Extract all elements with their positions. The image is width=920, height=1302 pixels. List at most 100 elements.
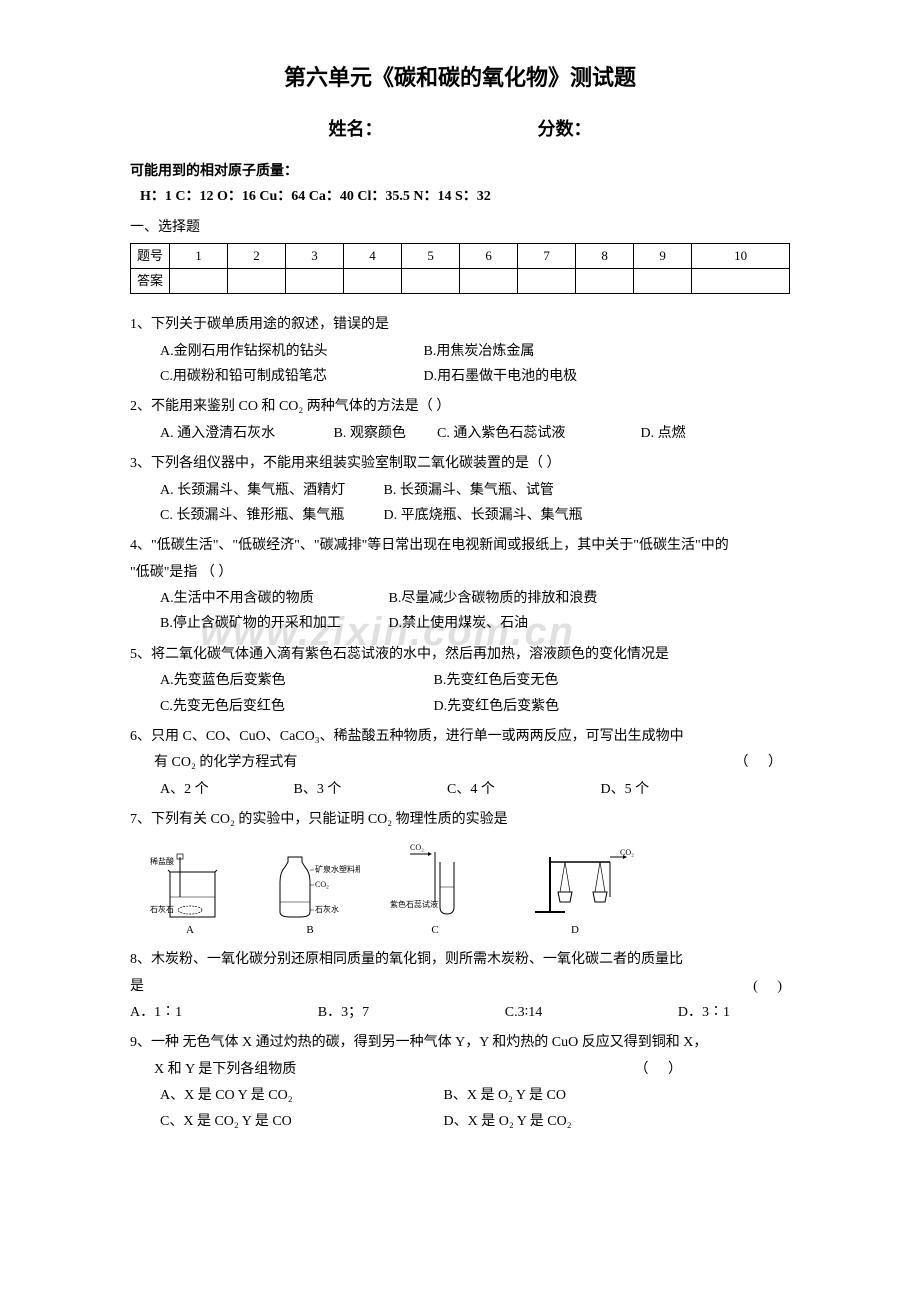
question-stem: "低碳"是指 （ ） [130,562,790,584]
option-c: C.3∶14 [505,1002,542,1024]
question-stem: 5、将二氧化碳气体通入滴有紫色石蕊试液的水中，然后再加热，溶液颜色的变化情况是 [130,644,790,666]
stem-text: 有 CO₂ 的化学方程式有 [154,755,297,770]
answer-table: 题号 1 2 3 4 5 6 7 8 9 10 答案 [130,243,790,294]
svg-text:CO₂: CO₂ [410,843,424,852]
test-tube-diagram-icon: CO₂ 紫色石蕊试液 [390,842,480,922]
svg-text:稀盐酸: 稀盐酸 [150,856,174,866]
header-note: 可能用到的相对原子质量： [130,159,790,181]
option-c: C.先变无色后变红色 [160,696,430,718]
row-label: 题号 [131,244,170,269]
question-6: 6、只用 C、CO、CuO、CaCO₃、稀盐酸五种物质，进行单一或两两反应，可写… [130,726,790,801]
paren-blank: ( ) [753,976,790,998]
option-b: B．3；7 [318,1002,369,1024]
diagram-b: 矿泉水塑料瓶 CO₂ 石灰水 B [260,852,360,940]
svg-text:CO₂: CO₂ [620,848,634,857]
question-stem: 是 ( ) [130,976,790,998]
table-row: 题号 1 2 3 4 5 6 7 8 9 10 [131,244,790,269]
table-row: 答案 [131,269,790,294]
table-cell [634,269,692,294]
question-5: 5、将二氧化碳气体通入滴有紫色石蕊试液的水中，然后再加热，溶液颜色的变化情况是 … [130,644,790,718]
question-stem: 9、一种 无色气体 X 通过灼热的碳，得到另一种气体 Y，Y 和灼热的 CuO … [130,1032,790,1054]
score-label: 分数： [538,119,592,139]
stem-text: X 和 Y 是下列各组物质 [154,1062,296,1077]
option-c: C. 通入紫色石蕊试液 [437,423,637,445]
table-cell [402,269,460,294]
table-cell: 4 [344,244,402,269]
table-cell: 6 [460,244,518,269]
question-stem: 4、"低碳生活"、"低碳经济"、"碳减排"等日常出现在电视新闻或报纸上，其中关于… [130,535,790,557]
svg-text:石灰石: 石灰石 [150,904,174,914]
balance-diagram-icon: CO₂ [510,847,640,922]
svg-text:石灰水: 石灰水 [315,904,339,914]
diagram-label: B [306,922,313,940]
option-c: C. 长颈漏斗、锥形瓶、集气瓶 [160,505,380,527]
question-2: 2、不能用来鉴别 CO 和 CO₂ 两种气体的方法是（ ） A. 通入澄清石灰水… [130,396,790,445]
table-cell: 5 [402,244,460,269]
question-8: 8、木炭粉、一氧化碳分别还原相同质量的氧化铜，则所需木炭粉、一氧化碳二者的质量比… [130,949,790,1024]
diagram-label: D [571,922,579,940]
option-a: A.生活中不用含碳的物质 [160,588,385,610]
option-a: A．1∶1 [130,1002,182,1024]
section-label: 一、选择题 [130,217,790,239]
question-stem: 6、只用 C、CO、CuO、CaCO₃、稀盐酸五种物质，进行单一或两两反应，可写… [130,726,790,748]
bottle-diagram-icon: 矿泉水塑料瓶 CO₂ 石灰水 [260,852,360,922]
question-stem: 3、下列各组仪器中，不能用来组装实验室制取二氧化碳装置的是（ ） [130,453,790,475]
table-cell: 3 [286,244,344,269]
table-cell [228,269,286,294]
table-cell: 1 [170,244,228,269]
option-d: D.用石墨做干电池的电极 [424,369,578,384]
option-c: C、X 是 CO₂ Y 是 CO [160,1111,440,1133]
table-cell [460,269,518,294]
option-a: A、2 个 [160,779,290,801]
question-stem: 8、木炭粉、一氧化碳分别还原相同质量的氧化铜，则所需木炭粉、一氧化碳二者的质量比 [130,949,790,971]
table-cell: 9 [634,244,692,269]
diagram-c: CO₂ 紫色石蕊试液 C [390,842,480,940]
option-b: B.先变红色后变无色 [434,673,559,688]
question-1: 1、下列关于碳单质用途的叙述，错误的是 A.金刚石用作钻探机的钻头 B.用焦炭冶… [130,314,790,388]
paren-blank: （ ） [735,752,791,774]
question-stem: 7、下列有关 CO₂ 的实验中，只能证明 CO₂ 物理性质的实验是 [130,809,790,831]
option-b: B.用焦炭冶炼金属 [424,344,535,359]
question-4: 4、"低碳生活"、"低碳经济"、"碳减排"等日常出现在电视新闻或报纸上，其中关于… [130,535,790,636]
option-a: A.先变蓝色后变紫色 [160,670,430,692]
option-c: C.用碳粉和铅可制成铅笔芯 [160,366,420,388]
question-9: 9、一种 无色气体 X 通过灼热的碳，得到另一种气体 Y，Y 和灼热的 CuO … [130,1032,790,1133]
table-cell [692,269,790,294]
option-d: D、X 是 O₂ Y 是 CO₂ [444,1114,572,1129]
table-cell: 8 [576,244,634,269]
table-cell: 7 [518,244,576,269]
table-cell [286,269,344,294]
svg-text:CO₂: CO₂ [315,880,329,889]
option-d: D.禁止使用煤炭、石油 [389,616,529,631]
diagram-d: CO₂ D [510,847,640,940]
option-d: D.先变红色后变紫色 [434,699,560,714]
option-b: B.尽量减少含碳物质的排放和浪费 [389,591,598,606]
option-d: D. 平底烧瓶、长颈漏斗、集气瓶 [384,508,583,523]
name-label: 姓名： [328,119,382,139]
option-c: B.停止含碳矿物的开采和加工 [160,613,385,635]
table-cell: 2 [228,244,286,269]
option-d: D．3∶1 [678,1002,730,1024]
beaker-diagram-icon: 稀盐酸 石灰石 [150,852,230,922]
table-cell: 10 [692,244,790,269]
atomic-masses: H：1 C：12 O：16 Cu：64 Ca：40 Cl：35.5 N：14 S… [130,186,790,208]
svg-text:紫色石蕊试液: 紫色石蕊试液 [390,899,438,909]
diagram-a: 稀盐酸 石灰石 A [150,852,230,940]
table-cell [518,269,576,294]
question-stem: 1、下列关于碳单质用途的叙述，错误的是 [130,314,790,336]
option-b: B、3 个 [294,779,444,801]
option-d: D、5 个 [601,782,650,797]
row-label: 答案 [131,269,170,294]
option-a: A. 通入澄清石灰水 [160,423,330,445]
option-b: B. 观察颜色 [334,423,434,445]
option-b: B. 长颈漏斗、集气瓶、试管 [384,483,554,498]
option-a: A、X 是 CO Y 是 CO₂ [160,1085,440,1107]
question-stem: 2、不能用来鉴别 CO 和 CO₂ 两种气体的方法是（ ） [130,396,790,418]
diagram-label: A [186,922,194,940]
svg-text:矿泉水塑料瓶: 矿泉水塑料瓶 [315,864,360,874]
option-b: B、X 是 O₂ Y 是 CO [444,1088,566,1103]
option-c: C、4 个 [447,779,597,801]
question-7: 7、下列有关 CO₂ 的实验中，只能证明 CO₂ 物理性质的实验是 稀盐酸 石灰… [130,809,790,939]
question-stem: X 和 Y 是下列各组物质 （ ） [130,1059,790,1081]
table-cell [170,269,228,294]
